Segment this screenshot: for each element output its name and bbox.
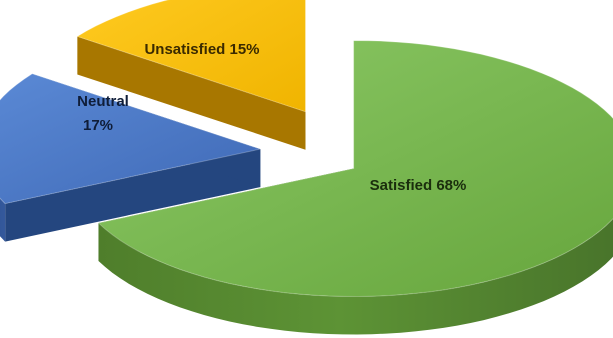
slice-satisfied-top: [97, 40, 613, 298]
slice-neutral: [0, 73, 263, 242]
slice-satisfied: [97, 40, 613, 335]
slice-neutral-top: [0, 73, 263, 205]
slice-satisfied-side: [98, 218, 613, 335]
slice-label-neutral: Neutral: [77, 93, 129, 110]
slice-unsatisfied-top: [76, 0, 306, 113]
slice-label-satisfied: Satisfied 68%: [370, 177, 467, 194]
slice-neutral-side: [0, 198, 6, 242]
slice-label-neutral-value: 17%: [83, 117, 113, 134]
slice-unsatisfied-wall-0: [77, 36, 306, 150]
slice-unsatisfied: [76, 0, 306, 150]
slice-label-unsatisfied: Unsatisfied 15%: [144, 41, 259, 58]
slice-neutral-wall-0: [5, 149, 261, 242]
